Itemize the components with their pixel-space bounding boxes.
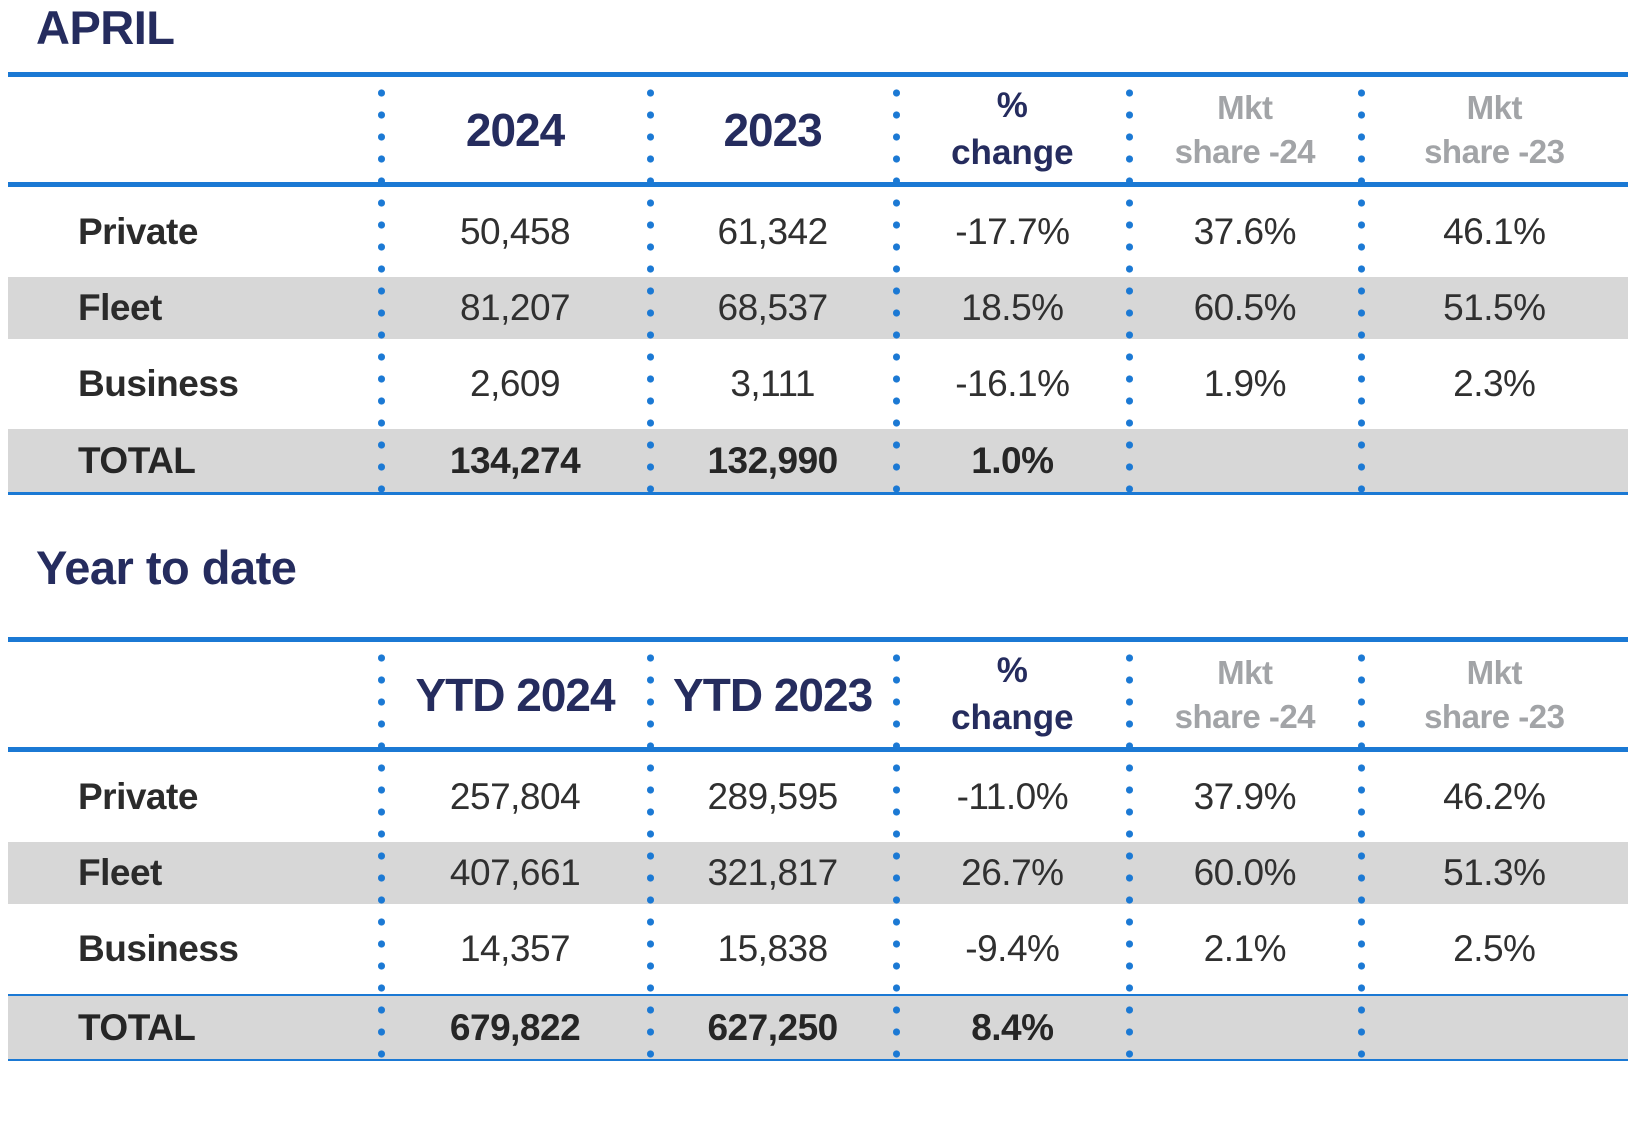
value-ytd-2024: 14,357 (459, 928, 571, 969)
header-line: change (951, 697, 1074, 737)
table-row-fleet: Fleet 81,207 68,537 18.5% 60.5% 51.5% (8, 277, 1628, 339)
row-label: Private (78, 211, 198, 252)
header-bottom-rule (8, 747, 1628, 752)
value-mkt-share-23: 2.5% (1453, 928, 1536, 969)
value-ytd-2024: 679,822 (449, 1006, 581, 1048)
header-line: % (996, 86, 1028, 126)
header-row: YTD 2024 YTD 2023 % change Mkt share -24… (8, 642, 1628, 747)
section-title-april: APRIL (36, 1, 175, 54)
header-2024: 2024 (465, 103, 565, 156)
header-line: share -24 (1174, 697, 1316, 735)
april-table: 2024 2023 % change Mkt share -24 Mkt sha… (8, 72, 1628, 495)
table-row-total: TOTAL 134,274 132,990 1.0% (8, 429, 1628, 492)
value-mkt-share-23: 46.2% (1443, 776, 1546, 817)
value-2024: 134,274 (449, 439, 581, 481)
row-label: TOTAL (78, 439, 196, 481)
value-2023: 68,537 (717, 287, 829, 328)
value-2024: 81,207 (459, 287, 571, 328)
header-ytd-2024: YTD 2024 (415, 668, 615, 721)
row-label: TOTAL (78, 1006, 196, 1048)
table-row-total: TOTAL 679,822 627,250 8.4% (8, 994, 1628, 1061)
table-row-private: Private 50,458 61,342 -17.7% 37.6% 46.1% (8, 187, 1628, 277)
header-line: change (951, 132, 1074, 172)
header-line: share -23 (1424, 697, 1565, 735)
value-2023: 3,111 (730, 363, 815, 404)
header-row: 2024 2023 % change Mkt share -24 Mkt sha… (8, 77, 1628, 182)
row-label: Business (78, 363, 239, 404)
value-mkt-share-23: 51.5% (1443, 287, 1546, 328)
value-pct-change: 8.4% (971, 1006, 1054, 1048)
value-pct-change: -11.0% (956, 776, 1069, 817)
row-label: Business (78, 928, 239, 969)
year-to-date-table: YTD 2024 YTD 2023 % change Mkt share -24… (8, 637, 1628, 1061)
value-ytd-2023: 321,817 (707, 852, 838, 893)
table-row-private: Private 257,804 289,595 -11.0% 37.9% 46.… (8, 752, 1628, 842)
header-mkt-share-24: Mkt share -24 (1129, 86, 1361, 173)
row-label: Fleet (78, 287, 162, 328)
header-mkt-share-23: Mkt share -23 (1361, 651, 1628, 738)
section-title-year-to-date: Year to date (36, 541, 297, 594)
value-ytd-2023: 627,250 (707, 1006, 838, 1048)
table-row-business: Business 14,357 15,838 -9.4% 2.1% 2.5% (8, 904, 1628, 994)
table-top-rule (8, 637, 1628, 642)
table-top-rule (8, 72, 1628, 77)
value-pct-change: 26.7% (961, 852, 1064, 893)
value-mkt-share-24: 2.1% (1203, 928, 1287, 969)
value-2023: 132,990 (707, 439, 838, 481)
value-mkt-share-23: 2.3% (1453, 363, 1536, 404)
header-line: share -23 (1424, 132, 1565, 170)
table-bottom-rule (8, 492, 1628, 495)
header-mkt-share-23: Mkt share -23 (1361, 86, 1628, 173)
value-ytd-2023: 289,595 (707, 776, 838, 817)
header-line: % (996, 651, 1028, 691)
row-label: Fleet (78, 852, 162, 893)
header-bottom-rule (8, 182, 1628, 187)
value-2024: 2,609 (470, 363, 561, 404)
header-line: Mkt (1217, 88, 1273, 126)
header-2023: 2023 (723, 103, 822, 156)
value-2024: 50,458 (459, 211, 571, 252)
value-pct-change: -16.1% (955, 363, 1070, 404)
value-2023: 61,342 (717, 211, 829, 252)
value-mkt-share-24: 60.5% (1193, 287, 1297, 328)
table-row-fleet: Fleet 407,661 321,817 26.7% 60.0% 51.3% (8, 842, 1628, 904)
header-pct-change: % change (896, 648, 1129, 740)
header-line: share -24 (1174, 132, 1316, 170)
value-pct-change: 18.5% (961, 287, 1064, 328)
value-mkt-share-24: 60.0% (1193, 852, 1297, 893)
header-ytd-2023: YTD 2023 (673, 668, 873, 721)
value-mkt-share-24: 1.9% (1203, 363, 1287, 404)
value-ytd-2024: 257,804 (449, 776, 581, 817)
value-pct-change: 1.0% (971, 439, 1054, 481)
row-label: Private (78, 776, 198, 817)
header-line: Mkt (1217, 653, 1273, 691)
header-pct-change: % change (896, 83, 1129, 175)
value-pct-change: -9.4% (965, 928, 1060, 969)
header-line: Mkt (1466, 88, 1523, 126)
value-ytd-2024: 407,661 (449, 852, 581, 893)
value-mkt-share-24: 37.6% (1193, 211, 1297, 252)
value-mkt-share-23: 46.1% (1443, 211, 1546, 252)
value-ytd-2023: 15,838 (717, 928, 829, 969)
value-mkt-share-24: 37.9% (1193, 776, 1297, 817)
header-mkt-share-24: Mkt share -24 (1129, 651, 1361, 738)
table-row-business: Business 2,609 3,111 -16.1% 1.9% 2.3% (8, 339, 1628, 429)
value-pct-change: -17.7% (955, 211, 1070, 252)
value-mkt-share-23: 51.3% (1443, 852, 1546, 893)
header-line: Mkt (1466, 653, 1523, 691)
